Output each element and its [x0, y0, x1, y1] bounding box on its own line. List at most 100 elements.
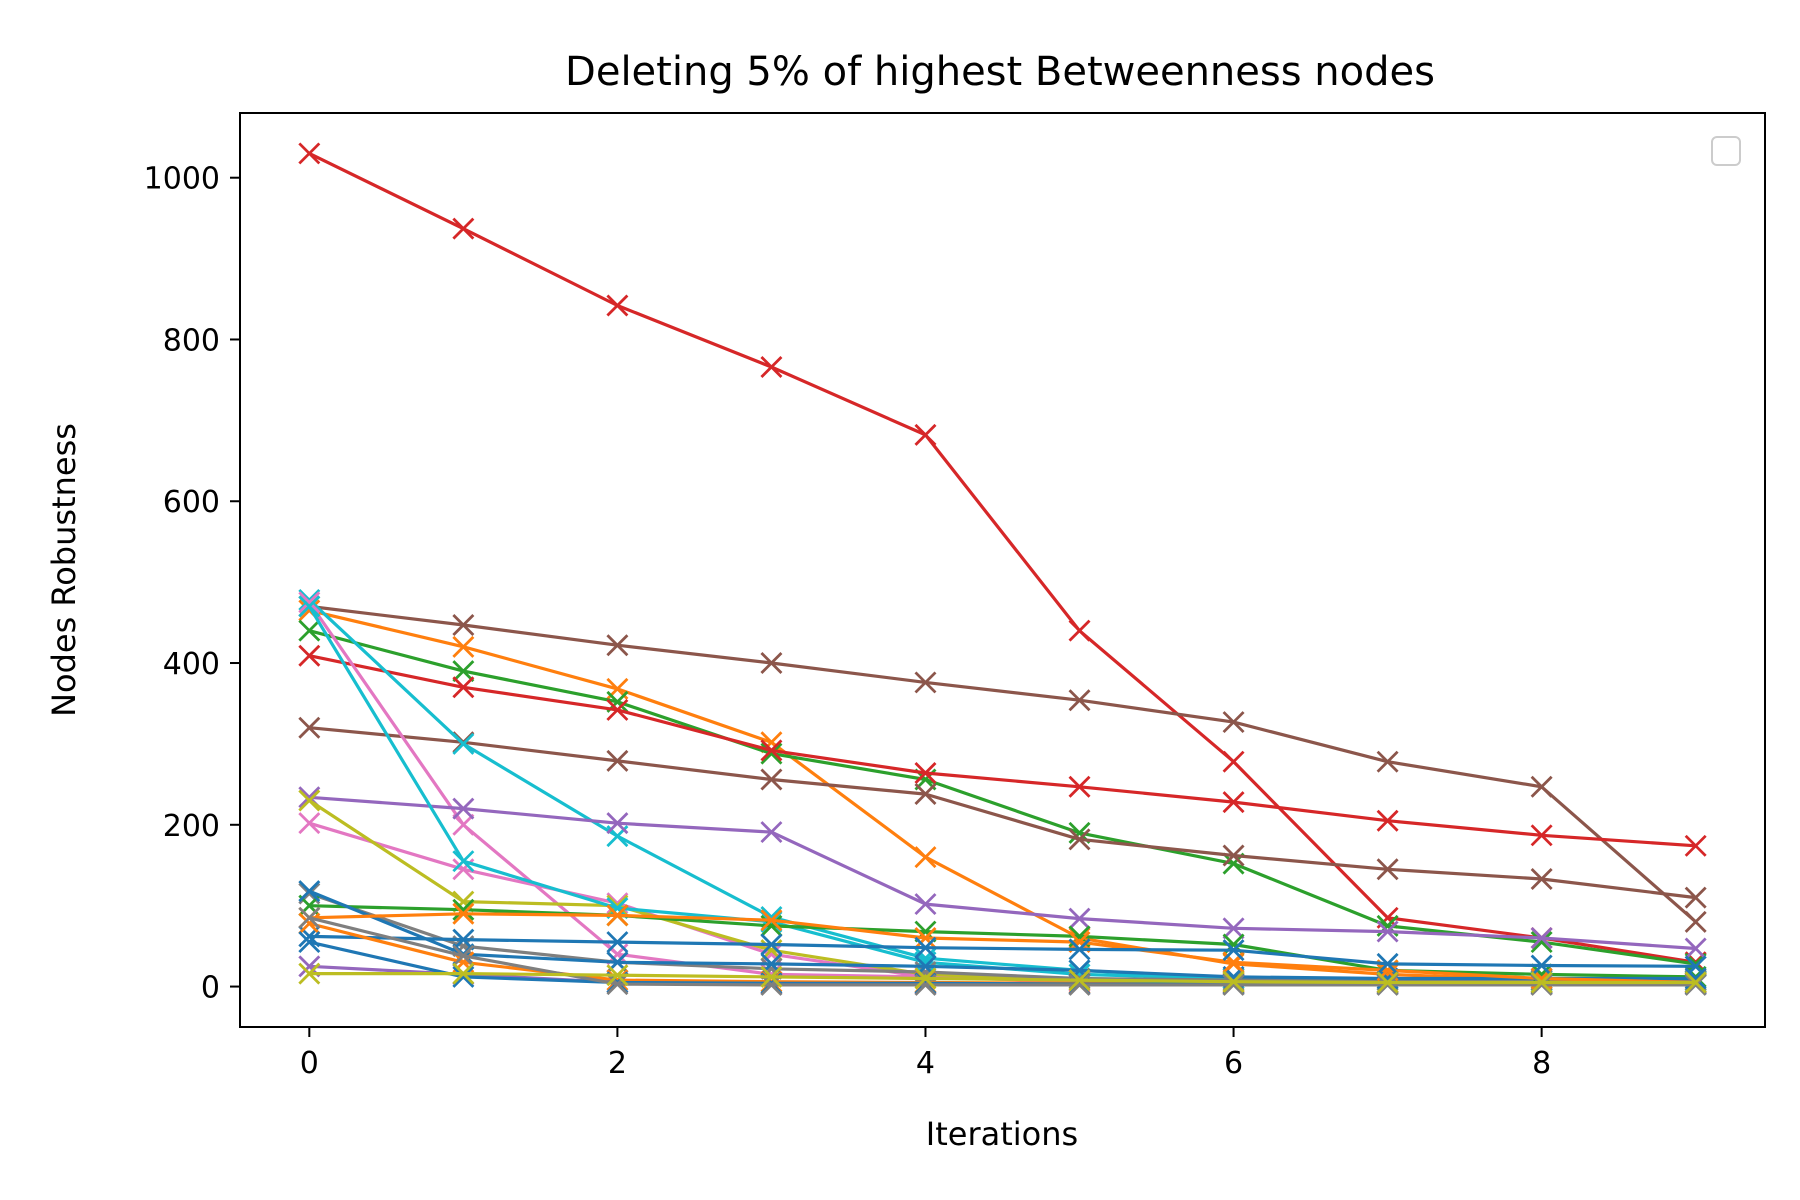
series-line — [308, 916, 1696, 987]
data-point-marker — [1530, 931, 1553, 954]
data-point-marker — [914, 893, 937, 916]
data-point-marker — [452, 962, 475, 985]
data-point-marker — [1684, 971, 1707, 994]
data-point-marker — [1376, 858, 1399, 881]
data-point-marker — [452, 614, 475, 636]
data-point-marker — [1684, 937, 1707, 960]
data-point-marker — [606, 904, 629, 927]
data-point-marker — [298, 880, 321, 903]
data-point-marker — [1222, 844, 1245, 867]
data-point-marker — [914, 671, 937, 694]
series-9 — [298, 786, 1707, 960]
y-axis-ticks: 0 200 400 600 800 1000 — [144, 162, 240, 1006]
data-point-marker — [914, 783, 937, 806]
data-point-marker — [914, 423, 937, 446]
data-point-marker — [606, 931, 629, 954]
series-5 — [298, 644, 1707, 857]
data-point-marker — [1376, 973, 1399, 996]
data-point-marker — [1222, 711, 1245, 734]
data-point-marker — [452, 902, 475, 925]
series-17 — [298, 925, 1707, 978]
data-point-marker — [606, 894, 629, 917]
data-point-marker — [1376, 971, 1399, 994]
data-point-marker — [1068, 907, 1091, 930]
series-line — [309, 604, 1697, 924]
data-point-marker — [452, 965, 475, 988]
data-point-marker — [298, 931, 321, 954]
data-point-marker — [1530, 973, 1553, 996]
data-point-marker — [606, 973, 629, 996]
data-point-marker — [606, 294, 629, 317]
x-tick-label: 8 — [1532, 1046, 1551, 1081]
data-point-marker — [298, 962, 321, 985]
series-line — [308, 799, 1696, 985]
series-line — [308, 891, 1696, 982]
series-21 — [298, 906, 1707, 996]
data-point-marker — [298, 789, 321, 812]
y-tick-label: 200 — [163, 809, 220, 844]
x-tick-label: 4 — [916, 1046, 935, 1081]
data-point-marker — [1530, 775, 1553, 798]
series-4 — [298, 619, 1707, 975]
y-tick-label: 600 — [163, 485, 220, 520]
data-point-marker — [606, 698, 629, 721]
data-point-marker — [1068, 619, 1091, 642]
y-axis-label: Nodes Robustness — [45, 423, 83, 717]
data-point-marker — [1222, 750, 1245, 773]
data-point-marker — [298, 912, 321, 935]
y-tick-label: 800 — [163, 323, 220, 358]
series-line — [308, 598, 1696, 982]
data-point-marker — [1684, 886, 1707, 909]
series-line — [308, 151, 1696, 964]
data-point-marker — [452, 944, 475, 967]
data-point-marker — [914, 936, 937, 959]
series-line — [308, 608, 1696, 985]
series-line — [308, 889, 1696, 981]
data-point-marker — [1222, 973, 1245, 996]
data-point-marker — [914, 967, 937, 990]
data-point-marker — [760, 933, 783, 956]
data-point-marker — [298, 142, 321, 165]
data-point-marker — [298, 716, 321, 739]
data-point-marker — [760, 909, 783, 932]
data-point-marker — [298, 906, 321, 929]
series-line — [309, 726, 1696, 900]
series-line — [309, 971, 1696, 985]
data-point-marker — [760, 652, 783, 675]
series-1 — [298, 142, 1707, 974]
data-point-marker — [914, 846, 937, 869]
series-line — [309, 904, 1696, 979]
data-point-marker — [452, 635, 475, 658]
series-22 — [298, 962, 1707, 994]
data-point-marker — [914, 927, 937, 950]
data-point-marker — [1068, 969, 1091, 992]
series-7 — [298, 588, 1707, 992]
data-point-marker — [1684, 834, 1707, 857]
series-line — [309, 795, 1696, 951]
data-point-marker — [298, 812, 321, 835]
plot-frame — [239, 112, 1766, 1028]
x-tick-label: 0 — [300, 1046, 319, 1081]
data-point-marker — [298, 595, 321, 618]
data-point-marker — [606, 964, 629, 987]
data-point-marker — [760, 742, 783, 765]
data-point-marker — [760, 739, 783, 762]
data-point-marker — [1222, 791, 1245, 814]
data-point-marker — [452, 676, 475, 699]
data-point-marker — [760, 821, 783, 844]
series-11 — [298, 789, 1707, 994]
data-point-marker — [1530, 824, 1553, 847]
x-axis-ticks: 0 2 4 6 8 — [300, 1027, 1551, 1081]
data-point-marker — [452, 813, 475, 836]
data-point-marker — [298, 644, 321, 667]
data-point-marker — [606, 749, 629, 772]
data-point-marker — [914, 762, 937, 785]
y-tick-label: 400 — [163, 647, 220, 682]
data-point-marker — [1684, 910, 1707, 933]
data-point-marker — [1222, 917, 1245, 940]
data-point-marker — [452, 898, 475, 921]
data-point-marker — [1530, 867, 1553, 890]
data-point-marker — [298, 619, 321, 642]
data-point-marker — [1684, 973, 1707, 996]
x-axis-label: Iterations — [926, 1115, 1078, 1153]
